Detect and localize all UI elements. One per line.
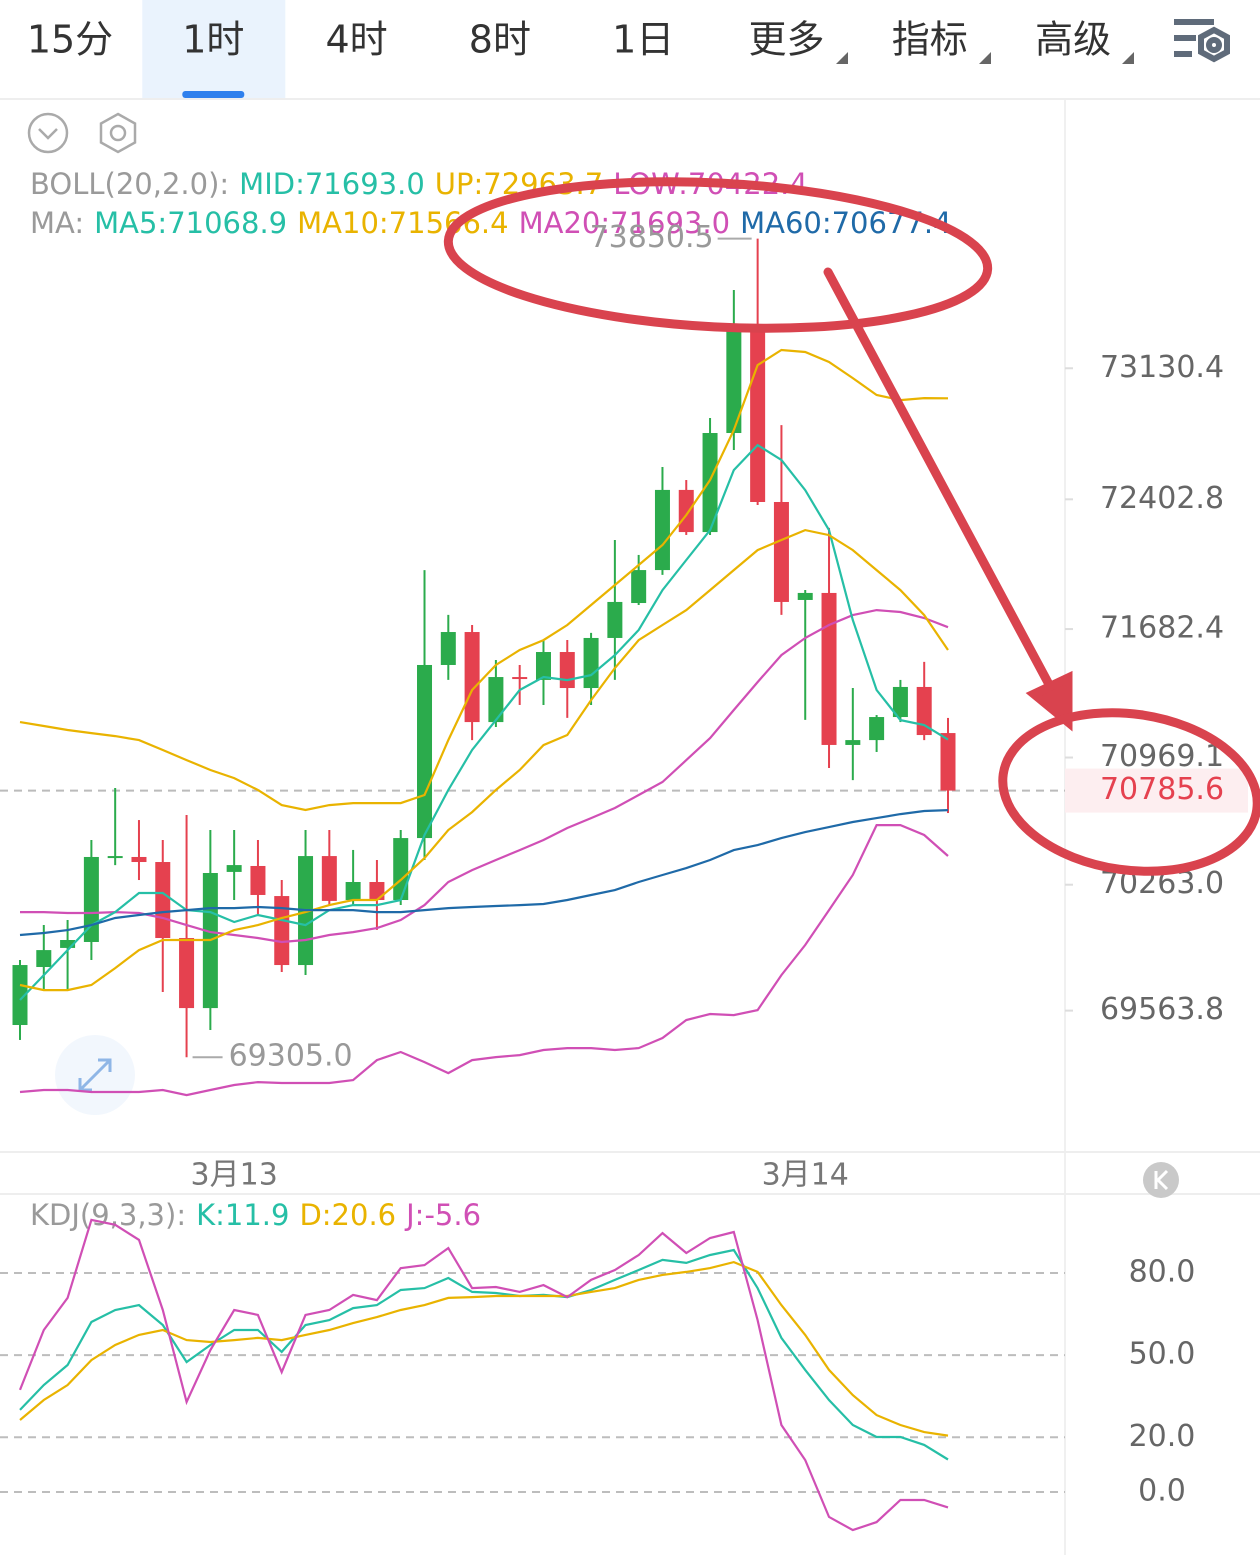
y-tick-label: 71682.4 xyxy=(1100,611,1224,646)
candle-body xyxy=(726,329,742,434)
legend: KDJ(9,3,3): K:11.9 D:20.6 J:-5.6 xyxy=(30,1198,481,1232)
candle-body xyxy=(654,489,670,571)
candle-body xyxy=(916,686,932,736)
candle-body xyxy=(583,637,599,689)
candle-body xyxy=(821,592,837,745)
candle-body xyxy=(559,652,575,689)
timeframe-tab[interactable]: 8时 xyxy=(469,18,531,62)
low-label: 69305.0 xyxy=(229,1039,353,1074)
candle-body xyxy=(440,632,456,665)
y-tick-label: 50.0 xyxy=(1129,1337,1196,1372)
y-tick-label: 70969.1 xyxy=(1100,739,1224,774)
last-price-label: 70785.6 xyxy=(1100,772,1224,807)
plot-layer: 15分 1时 4时 8时 1日 更多 指标 高级 73130.4 72402.8 71682.4 70… xyxy=(0,0,1248,1532)
series-line xyxy=(19,348,949,812)
series-line xyxy=(18,1218,949,1532)
series-line xyxy=(20,608,949,944)
selected-tab-background xyxy=(142,0,286,98)
candle-body xyxy=(60,940,76,948)
candle-body xyxy=(750,329,766,502)
selected-tab-indicator xyxy=(182,91,245,98)
timeframe-tab[interactable]: 15分 xyxy=(27,18,113,62)
legend-entry: J:-5.6 xyxy=(404,1198,481,1232)
dropdown-indicator xyxy=(836,52,848,64)
timeframe-tab[interactable]: 4时 xyxy=(326,18,388,62)
candle-body xyxy=(250,865,266,895)
y-tick-label: 20.0 xyxy=(1129,1419,1196,1454)
jump-latest-button[interactable] xyxy=(1143,1162,1179,1198)
candle-body xyxy=(773,501,789,602)
legend-entry: MA60:70677.4 xyxy=(740,206,951,240)
legend-entry: K:11.9 xyxy=(196,1198,289,1232)
candle-body xyxy=(226,865,242,872)
candle-body xyxy=(36,950,52,968)
candle-body xyxy=(512,677,528,680)
candle-body xyxy=(535,652,551,680)
high-label: 73850.5 xyxy=(590,220,714,255)
candle-body xyxy=(678,489,694,533)
legend-entry: D:20.6 xyxy=(299,1198,396,1232)
candle-body xyxy=(274,896,290,966)
candle-body xyxy=(631,570,647,604)
x-tick-label: 3月13 xyxy=(191,1158,278,1193)
dropdown-indicator xyxy=(1122,52,1134,64)
last-price-badge xyxy=(1065,768,1248,813)
series-line xyxy=(19,443,949,1001)
candle-body xyxy=(702,433,718,533)
candle-body xyxy=(607,601,623,638)
candle-body xyxy=(464,632,480,723)
settings-icon[interactable] xyxy=(99,112,137,154)
timeframe-tab[interactable]: 更多 xyxy=(748,18,824,62)
candle-body xyxy=(345,882,361,901)
timeframe-tab[interactable]: 指标 xyxy=(892,18,968,62)
candle-body xyxy=(369,882,385,901)
candle-body xyxy=(321,856,337,901)
series-line xyxy=(19,824,949,1097)
candle-body xyxy=(83,856,99,942)
collapse-icon[interactable] xyxy=(27,112,69,154)
timeframe-tab[interactable]: 1时 xyxy=(182,18,244,62)
legend-entry: MA5:71068.9 xyxy=(94,206,287,240)
candle-body xyxy=(892,686,908,718)
series-line xyxy=(19,809,949,937)
candle-body xyxy=(131,856,147,863)
legend-entry: MID:71693.0 xyxy=(239,167,425,201)
candle-body xyxy=(393,838,409,901)
expand-icon[interactable] xyxy=(55,1035,135,1115)
chart-settings-icon[interactable] xyxy=(1174,19,1230,63)
y-tick-label: 72402.8 xyxy=(1100,481,1224,516)
annotation xyxy=(443,177,1260,876)
legend-entry: MA: xyxy=(30,206,84,240)
dropdown-indicator xyxy=(979,52,991,64)
candle-body xyxy=(940,733,956,791)
series-line xyxy=(19,1260,949,1437)
candle-body xyxy=(417,664,433,839)
series-line xyxy=(19,528,949,992)
x-tick-label: 3月14 xyxy=(762,1158,849,1193)
legend-entry: KDJ(9,3,3): xyxy=(30,1198,186,1232)
candle-body xyxy=(869,717,885,741)
legend-entry: MA20:71693.0 xyxy=(519,206,730,240)
timeframe-tab[interactable]: 1日 xyxy=(612,18,674,62)
candle-body xyxy=(155,862,171,939)
timeframe-tab[interactable]: 高级 xyxy=(1035,18,1111,62)
y-tick-label: 0.0 xyxy=(1138,1474,1186,1509)
candle-body xyxy=(179,938,195,1009)
candle-body xyxy=(12,965,28,1026)
series-line xyxy=(19,1248,949,1461)
candle-body xyxy=(488,677,504,723)
candle-body xyxy=(797,592,813,600)
candle-body xyxy=(107,856,123,859)
candle-body xyxy=(845,740,861,745)
y-tick-label: 69563.8 xyxy=(1100,992,1224,1027)
legend-entry: BOLL(20,2.0): xyxy=(30,167,229,201)
legend: MA: MA5:71068.9 MA10:71566.4 MA20:71693.0 MA… xyxy=(30,206,952,240)
y-tick-label: 80.0 xyxy=(1129,1255,1196,1290)
y-tick-label: 73130.4 xyxy=(1100,350,1224,385)
